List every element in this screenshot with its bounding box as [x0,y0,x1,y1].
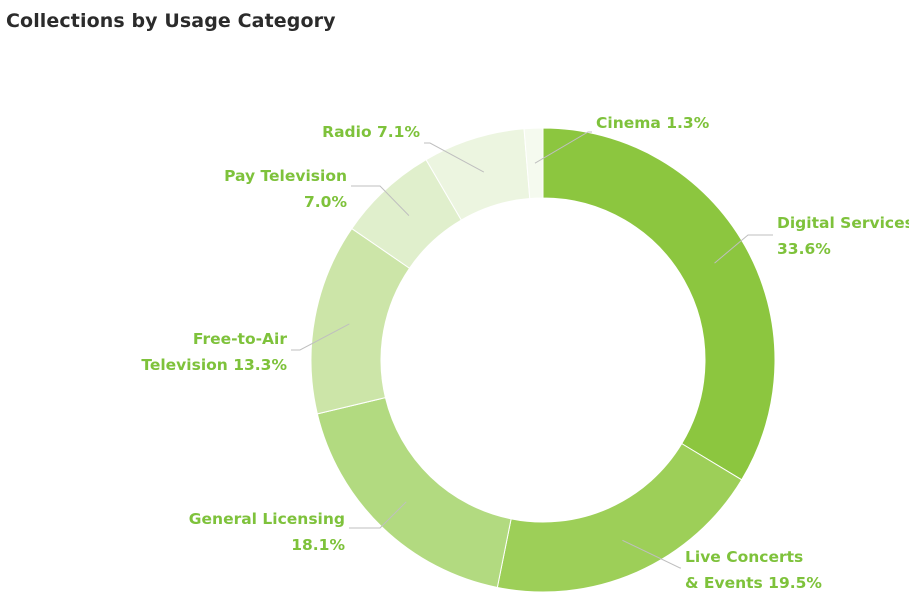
leader-line-digital-services [714,234,773,264]
leader-line-general-licensing [349,501,407,529]
slice-cinema [523,127,544,200]
slice-label-digital-services: Digital Services [777,214,909,232]
leader-line-live-concerts-and-events [622,539,681,569]
slice-label-cinema: Cinema 1.3% [596,114,710,132]
slice-label-live-concerts-and-events: & Events 19.5% [685,574,822,592]
slice-label-general-licensing: 18.1% [291,536,345,554]
slice-live-concerts-and-events [496,442,743,593]
leader-line-radio [424,142,485,173]
leader-line-pay-television [351,185,410,216]
slice-label-radio: Radio 7.1% [322,123,420,141]
leader-line-cinema [534,131,592,164]
slice-label-pay-television: 7.0% [304,193,347,211]
slice-label-pay-television: Pay Television [224,167,347,185]
slice-label-live-concerts-and-events: Live Concerts [685,548,803,566]
leader-line-free-to-air-television [291,323,350,351]
slice-general-licensing [316,397,512,589]
leader-lines [291,131,773,569]
chart-title: Collections by Usage Category [6,10,336,32]
slice-label-general-licensing: General Licensing [189,510,345,528]
slice-label-free-to-air-television: Free-to-Air [193,330,287,348]
slice-digital-services [542,127,776,481]
slice-label-digital-services: 33.6% [777,240,831,258]
slice-label-free-to-air-television: Television 13.3% [141,356,287,374]
slice-labels: Digital Services 33.6% Live Concerts & Even… [141,114,909,592]
donut-slices [310,127,776,593]
